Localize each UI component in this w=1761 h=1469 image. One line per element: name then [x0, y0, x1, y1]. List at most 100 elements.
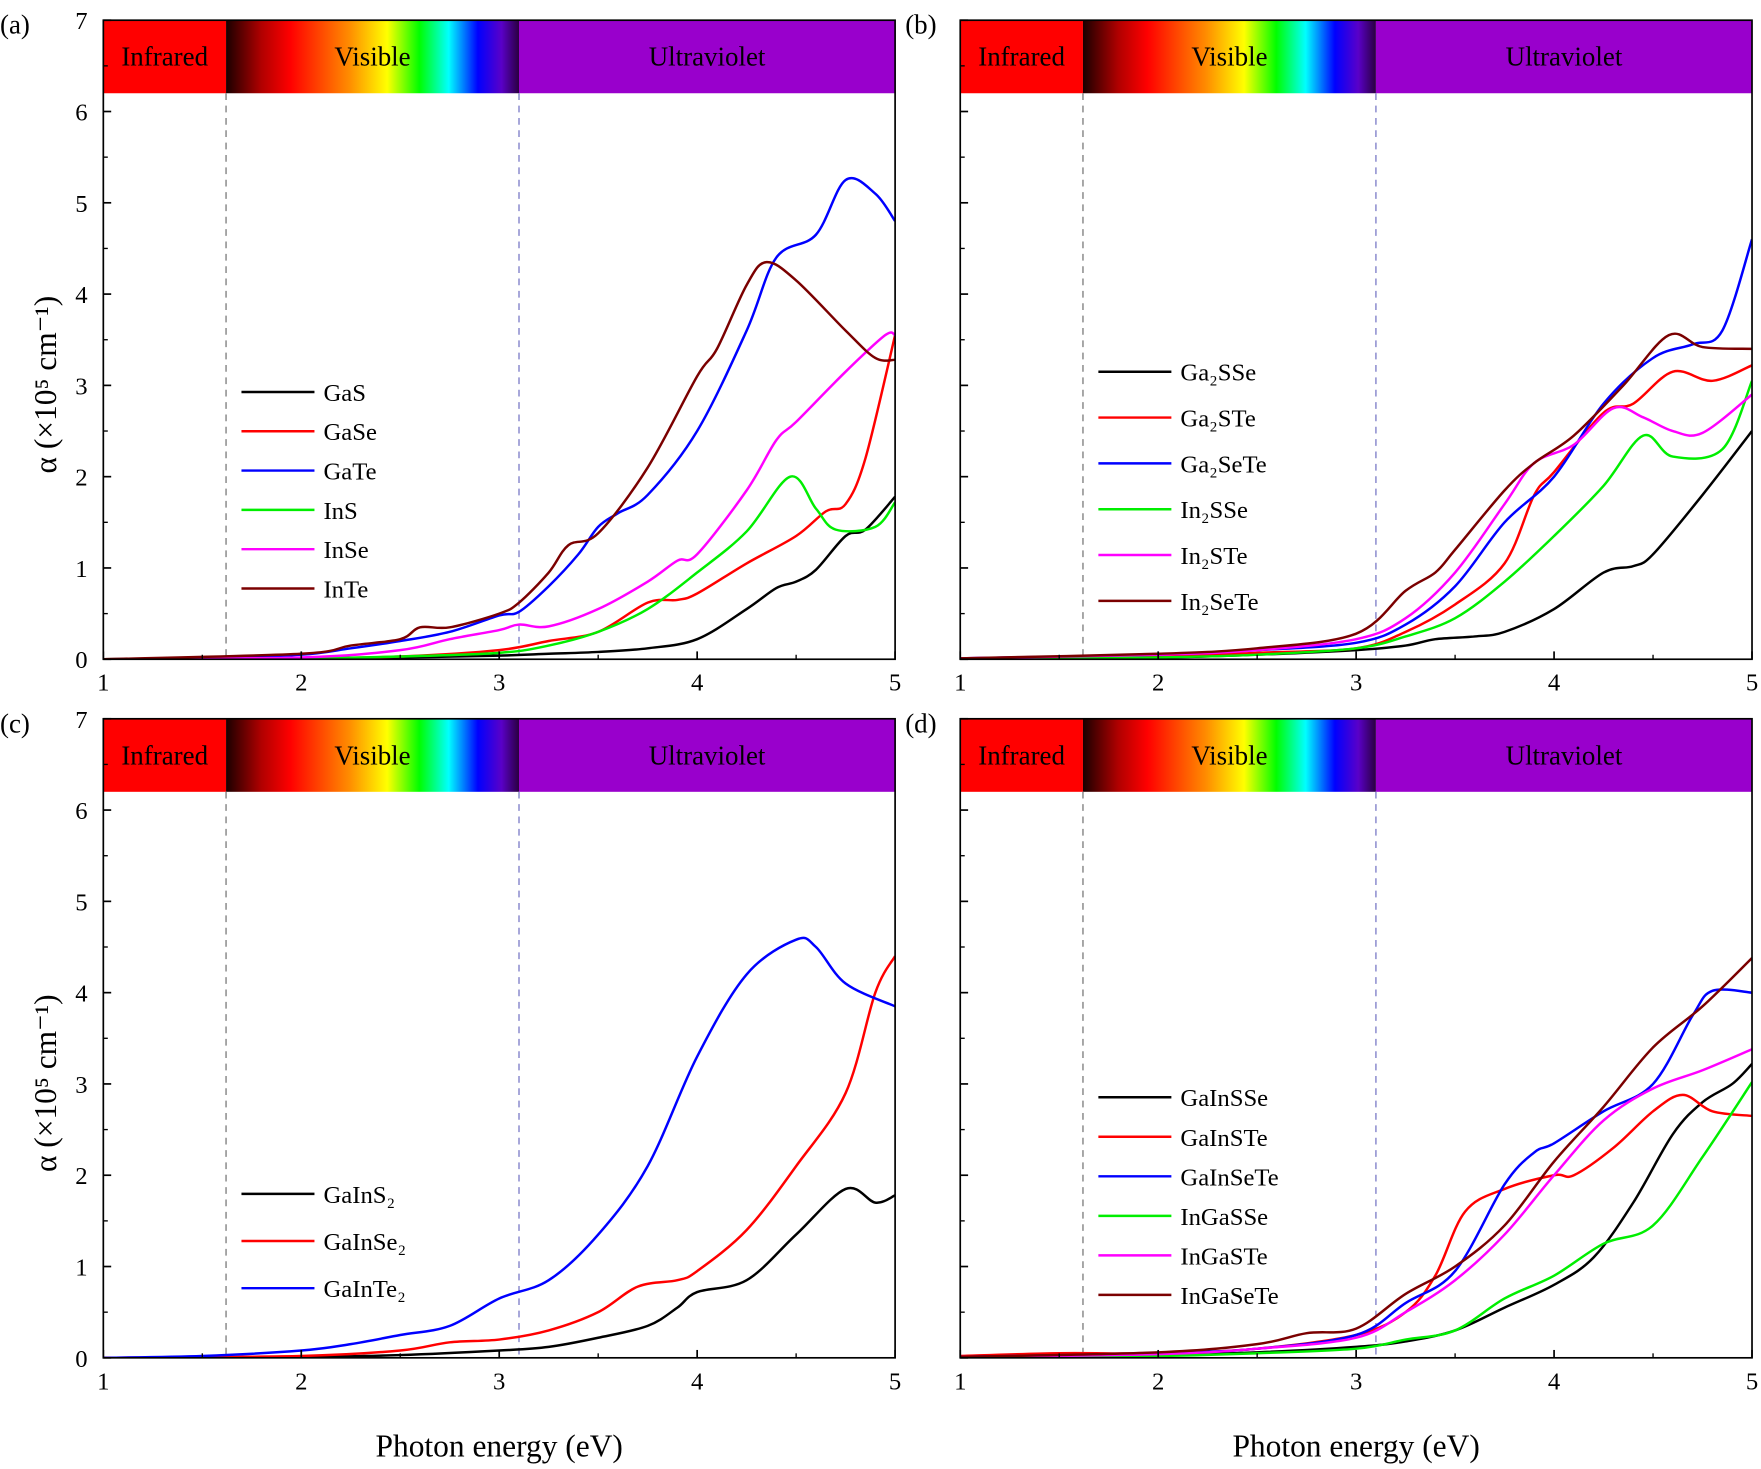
y-tick-label: 6 — [75, 99, 87, 126]
band-visible — [1082, 718, 1376, 792]
y-tick-label: 3 — [75, 1072, 87, 1099]
series-line — [103, 260, 896, 660]
series-line — [960, 430, 1753, 660]
legend-label: Ga₂SSe — [1180, 360, 1256, 387]
legend-label: GaInSTe — [1180, 1125, 1267, 1152]
series-line — [960, 957, 1753, 1358]
axes-frame — [959, 19, 1753, 661]
band-ultraviolet — [519, 718, 896, 792]
band-ultraviolet — [519, 20, 896, 94]
x-axis-label: Photon energy (eV) — [376, 1429, 623, 1464]
y-tick-label: 6 — [75, 798, 87, 825]
band-label: Ultraviolet — [1506, 740, 1623, 770]
x-tick-label: 5 — [1746, 670, 1758, 697]
series-line — [103, 334, 896, 660]
x-tick-label: 4 — [691, 670, 703, 697]
band-label: Ultraviolet — [649, 740, 766, 770]
y-tick-label: 0 — [75, 647, 87, 674]
x-tick-label: 4 — [691, 1368, 703, 1395]
legend-label: InGaSTe — [1180, 1243, 1267, 1270]
series-line — [960, 988, 1753, 1358]
band-ultraviolet — [1375, 20, 1753, 94]
legend-label: InTe — [323, 576, 368, 603]
band-label: Infrared — [121, 42, 208, 72]
series-line — [103, 475, 896, 660]
x-tick-label: 1 — [97, 1368, 109, 1395]
band-label: Infrared — [121, 740, 208, 770]
y-tick-label: 4 — [75, 981, 87, 1008]
panel-label: (b) — [905, 10, 936, 40]
y-tick-label: 5 — [75, 191, 87, 218]
band-label: Infrared — [978, 42, 1065, 72]
series-line — [960, 364, 1753, 660]
band-infrared — [960, 20, 1083, 94]
panel-d: Infrared Visible Ultraviolet GaInSSe GaInSTe… — [905, 708, 1758, 1463]
y-tick-label: 5 — [75, 889, 87, 916]
series-line — [103, 1186, 896, 1358]
x-tick-label: 3 — [1350, 670, 1362, 697]
x-tick-label: 2 — [295, 670, 307, 697]
legend-label: GaInSe₂ — [323, 1229, 406, 1256]
x-tick-label: 2 — [295, 1368, 307, 1395]
y-tick-label: 2 — [75, 1163, 87, 1190]
x-tick-label: 1 — [954, 670, 966, 697]
panel-b: Infrared Visible Ultraviolet Ga₂SSe Ga₂STe Ga… — [905, 10, 1758, 697]
y-axis-label: α (×10⁵ cm⁻¹) — [28, 296, 63, 474]
y-tick-label: 7 — [75, 8, 87, 35]
axes-frame — [102, 717, 896, 1359]
y-tick-label: 1 — [75, 556, 87, 583]
legend-label: GaTe — [323, 459, 376, 486]
legend-label: Ga₂STe — [1180, 406, 1255, 433]
series-line — [103, 177, 896, 660]
y-tick-label: 1 — [75, 1255, 87, 1282]
x-axis-label: Photon energy (eV) — [1232, 1429, 1479, 1464]
band-label: Ultraviolet — [1506, 42, 1623, 72]
legend-label: In₂STe — [1180, 543, 1247, 570]
axes-frame — [959, 717, 1753, 1359]
panel-label: (c) — [0, 708, 30, 738]
x-tick-label: 4 — [1548, 670, 1560, 697]
axes-frame — [102, 19, 896, 661]
y-tick-label: 7 — [75, 707, 87, 734]
band-label: Visible — [334, 42, 410, 72]
band-label: Visible — [1191, 740, 1267, 770]
band-label: Ultraviolet — [649, 42, 766, 72]
panel-label: (d) — [905, 708, 936, 738]
band-label: Visible — [334, 740, 410, 770]
legend-label: InS — [323, 498, 357, 525]
series-line — [103, 936, 896, 1358]
x-tick-label: 3 — [493, 1368, 505, 1395]
legend-label: GaInSeTe — [1180, 1164, 1278, 1191]
legend-label: GaSe — [323, 419, 377, 446]
x-tick-label: 4 — [1548, 1368, 1560, 1395]
series-line — [103, 331, 896, 660]
x-tick-label: 3 — [1350, 1368, 1362, 1395]
x-tick-label: 1 — [97, 670, 109, 697]
series-line — [960, 393, 1753, 660]
band-visible — [226, 718, 520, 792]
band-infrared — [960, 718, 1083, 792]
series-line — [960, 1081, 1753, 1358]
y-tick-label: 2 — [75, 465, 87, 492]
band-visible — [226, 20, 520, 94]
legend-label: InGaSSe — [1180, 1204, 1268, 1231]
x-tick-label: 5 — [889, 670, 901, 697]
y-axis-label: α (×10⁵ cm⁻¹) — [28, 994, 63, 1172]
series-line — [960, 1048, 1753, 1358]
series-line — [960, 332, 1753, 660]
series-line — [960, 380, 1753, 660]
band-infrared — [103, 718, 227, 792]
series-line — [960, 238, 1753, 660]
legend-label: GaInSSe — [1180, 1085, 1268, 1112]
x-tick-label: 2 — [1152, 1368, 1164, 1395]
panel-label: (a) — [0, 10, 30, 40]
y-tick-label: 3 — [75, 373, 87, 400]
x-tick-label: 2 — [1152, 670, 1164, 697]
band-label: Visible — [1191, 42, 1267, 72]
x-tick-label: 5 — [889, 1368, 901, 1395]
band-ultraviolet — [1375, 718, 1753, 792]
x-tick-label: 1 — [954, 1368, 966, 1395]
y-tick-label: 0 — [75, 1346, 87, 1373]
legend-label: In₂SSe — [1180, 497, 1248, 524]
